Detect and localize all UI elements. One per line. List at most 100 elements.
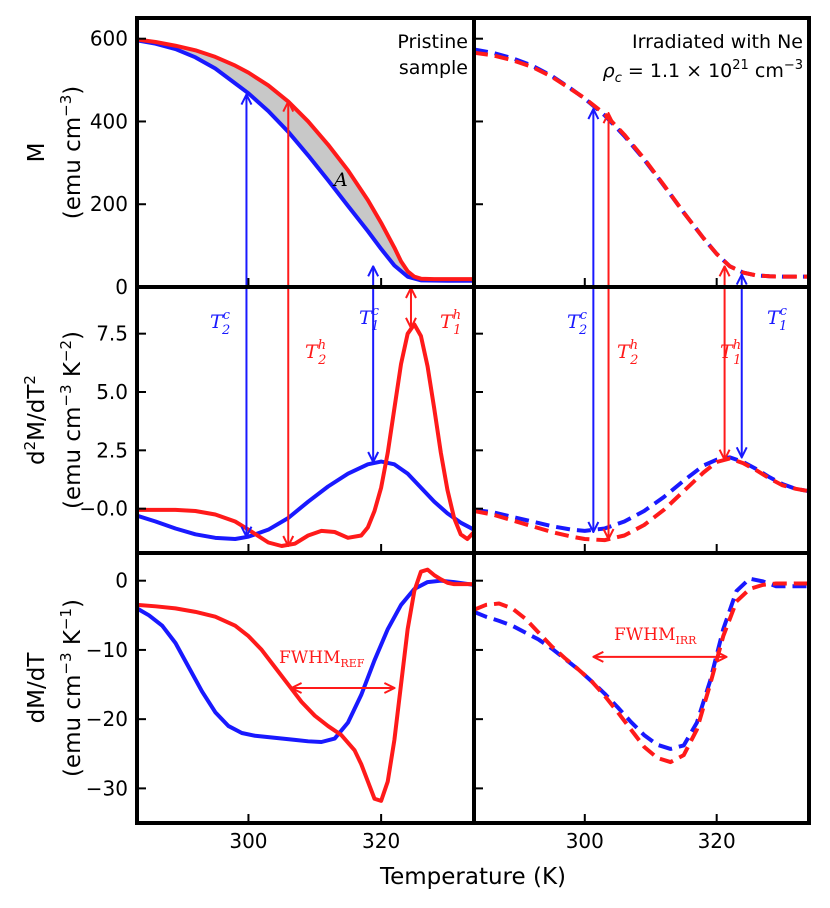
- series-line-left-d2-blue: [137, 459, 474, 541]
- rho-exp: 21: [732, 58, 749, 73]
- panel-title-left-line1: Pristine: [397, 31, 468, 53]
- y-axis-title-text: d2M/dT2: [21, 375, 50, 465]
- ylabel-part: d: [24, 450, 50, 465]
- ylabel-part: M: [24, 143, 50, 163]
- label-T2c-left: Tc 2: [210, 308, 231, 338]
- label-T2h-left: Th 2: [305, 338, 326, 368]
- ylabel-sup: −3: [57, 652, 75, 674]
- xtick-label: 300: [566, 829, 604, 853]
- label-T2c-left-sub: 2: [221, 323, 230, 338]
- ylabel-sup: −2: [57, 340, 75, 362]
- label-fwhm-ref-sub: REF: [341, 657, 365, 670]
- series-line-left-M-blue: [137, 38, 474, 283]
- label-T1h-right-base: T: [720, 341, 734, 363]
- label-fwhm-ref: FWHMREF: [279, 648, 365, 670]
- label-T1c-left: Tc 1: [359, 304, 380, 334]
- series-line-right-d1-blue: [474, 576, 809, 751]
- series-line-right-M-red: [474, 50, 809, 279]
- y-axis-title-1-line2: (emu cm−3): [57, 86, 86, 220]
- ylabel-sup: −3: [57, 95, 75, 117]
- ytick-label: 0: [115, 569, 128, 593]
- label-fwhm-irr-sub: IRR: [676, 634, 698, 647]
- y-axis-title-3-line1: dM/dT: [24, 652, 50, 724]
- label-T2c-right-base: T: [567, 311, 581, 333]
- ylabel-part: (emu cm: [60, 407, 86, 509]
- label-T1c-right-sub: 1: [779, 319, 787, 334]
- ytick-label: −20: [86, 707, 128, 731]
- label-fwhm-irr: FWHMIRR: [614, 625, 697, 647]
- label-T1h-right: Th 1: [720, 338, 741, 368]
- ylabel-sup: −3: [57, 384, 75, 406]
- series-line-left-d1-blue: [137, 578, 474, 744]
- y-axis-title-3-line2: (emu cm−3 K−1): [57, 599, 86, 777]
- x-axis-title: Temperature (K): [379, 864, 566, 890]
- ylabel-part: K: [60, 629, 86, 652]
- label-T2h-right: Th 2: [617, 338, 638, 368]
- series-line-right-d2-blue: [474, 455, 809, 533]
- label-T1c-left-sub: 1: [371, 319, 379, 334]
- y-axis-title-text: (emu cm−3 K−2): [57, 331, 86, 509]
- series-line-left-M-red: [137, 37, 474, 282]
- label-T2c-right-sub: 2: [578, 323, 587, 338]
- ylabel-part: ): [60, 599, 86, 608]
- panel-title-left-line2: sample: [399, 57, 468, 79]
- label-T2h-right-sub: 2: [629, 353, 638, 368]
- ytick-label: 200: [90, 192, 128, 216]
- label-T2c-left-base: T: [210, 311, 224, 333]
- label-fwhm-ref-base: FWHM: [279, 648, 341, 668]
- ylabel-sup: 2: [21, 441, 39, 451]
- ylabel-part: K: [60, 361, 86, 384]
- label-T1c-right-sup: c: [780, 304, 788, 319]
- series-line-right-M-blue: [474, 47, 809, 279]
- ylabel-part: M/dT: [24, 384, 50, 441]
- y-axis-title-1-line1: M: [24, 143, 50, 163]
- ytick-label: 600: [90, 27, 128, 51]
- xtick-label: 320: [698, 829, 736, 853]
- ylabel-part: dM/dT: [24, 652, 50, 724]
- series-line-left-d2-red: [137, 322, 474, 548]
- rho-value: = 1.1 × 10: [622, 60, 732, 82]
- label-T1h-left-base: T: [440, 311, 454, 333]
- label-T2c-right: Tc 2: [567, 308, 588, 338]
- ytick-label: −0.0: [79, 497, 128, 521]
- rho-sub: c: [615, 71, 622, 86]
- label-fwhm-irr-base: FWHM: [614, 625, 676, 645]
- series-line-left-d1-red: [137, 567, 474, 803]
- label-T1h-left: Th 1: [440, 308, 461, 338]
- ylabel-sup: −1: [57, 608, 75, 630]
- ytick-label: 7.5: [96, 322, 128, 346]
- label-T2c-left-sup: c: [223, 308, 231, 323]
- label-T2h-right-base: T: [617, 341, 631, 363]
- panel-note-rho: ρc = 1.1 × 1021 cm−3: [603, 58, 803, 86]
- label-T1c-right: Tc 1: [767, 304, 788, 334]
- label-T1h-right-sub: 1: [733, 353, 741, 368]
- label-T1c-left-sup: c: [372, 304, 380, 319]
- ylabel-part: ): [60, 86, 86, 95]
- rho-symbol: ρ: [603, 60, 615, 82]
- panel-title-right: Irradiated with Ne: [632, 31, 803, 53]
- label-T2c-right-sup: c: [580, 308, 588, 323]
- ytick-label: 0: [115, 275, 128, 299]
- ytick-label: −10: [86, 638, 128, 662]
- label-T1c-left-base: T: [359, 307, 373, 329]
- ytick-label: 2.5: [96, 438, 128, 462]
- label-T1h-left-sub: 1: [453, 323, 461, 338]
- label-area-A: A: [332, 169, 348, 191]
- ylabel-sup: 2: [21, 375, 39, 385]
- series-line-right-d2-red: [474, 456, 809, 543]
- label-T2h-left-sub: 2: [317, 353, 326, 368]
- ytick-label: 400: [90, 109, 128, 133]
- label-T1h-right-sup: h: [733, 338, 741, 353]
- ylabel-part: (emu cm: [60, 675, 86, 777]
- y-axis-title-2-line1: d2M/dT2: [21, 375, 50, 465]
- ylabel-part: (emu cm: [60, 117, 86, 219]
- label-T1c-right-base: T: [767, 307, 781, 329]
- ytick-label: 5.0: [96, 380, 128, 404]
- label-T1h-left-sup: h: [453, 308, 461, 323]
- ytick-label: −30: [86, 776, 128, 800]
- y-axis-title-2-line2: (emu cm−3 K−2): [57, 331, 86, 509]
- label-T2h-left-base: T: [305, 341, 319, 363]
- y-axis-title-text: dM/dT: [24, 652, 50, 724]
